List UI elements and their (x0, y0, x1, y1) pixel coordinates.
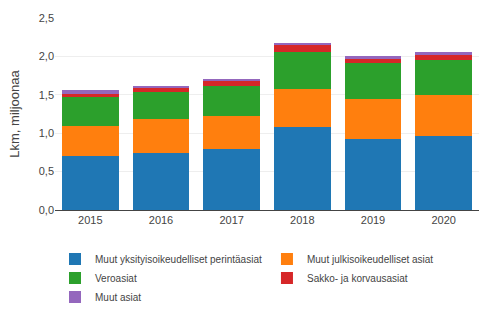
svg-text:2017: 2017 (219, 214, 243, 226)
svg-text:1,0: 1,0 (39, 127, 54, 139)
svg-text:Sakko- ja korvausasiat: Sakko- ja korvausasiat (307, 273, 408, 284)
svg-text:1,5: 1,5 (39, 89, 54, 101)
svg-text:Lkm, miljoonaa: Lkm, miljoonaa (7, 70, 22, 158)
svg-text:Muut julkisoikeudelliset asiat: Muut julkisoikeudelliset asiat (307, 254, 433, 265)
svg-text:0,5: 0,5 (39, 165, 54, 177)
svg-text:Veroasiat: Veroasiat (95, 273, 137, 284)
svg-text:Muut asiat: Muut asiat (95, 292, 141, 303)
svg-text:2,5: 2,5 (39, 12, 54, 24)
svg-text:2016: 2016 (149, 214, 173, 226)
svg-text:0,0: 0,0 (39, 204, 54, 216)
svg-text:2015: 2015 (78, 214, 102, 226)
svg-text:Muut yksityisoikeudelliset per: Muut yksityisoikeudelliset perintäasiat (95, 254, 262, 265)
svg-text:2020: 2020 (431, 214, 455, 226)
svg-text:2018: 2018 (290, 214, 314, 226)
svg-text:2019: 2019 (361, 214, 385, 226)
svg-text:2,0: 2,0 (39, 50, 54, 62)
